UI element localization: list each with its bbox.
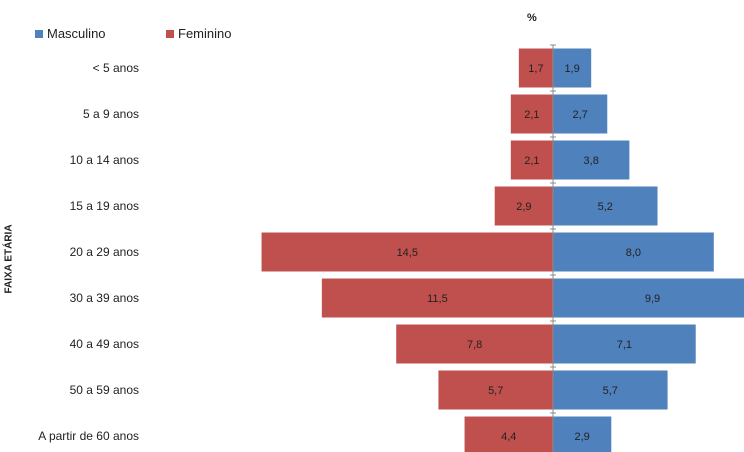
category-label: 30 a 39 anos — [70, 291, 139, 305]
data-label-masculino: 3,8 — [584, 155, 599, 167]
unit-label: % — [527, 12, 537, 24]
data-label-feminino: 2,1 — [524, 155, 539, 167]
bar-masculino — [553, 416, 612, 452]
bar-masculino — [553, 94, 608, 134]
data-label-masculino: 1,9 — [564, 63, 579, 75]
bar-feminino — [494, 186, 553, 226]
category-label: < 5 anos — [93, 61, 139, 75]
category-label: 15 a 19 anos — [70, 199, 139, 213]
bar-masculino — [553, 370, 668, 410]
category-label: 10 a 14 anos — [70, 153, 139, 167]
data-label-masculino: 2,9 — [574, 431, 589, 443]
bar-feminino — [464, 416, 553, 452]
data-label-masculino: 7,1 — [617, 339, 632, 351]
data-label-masculino: 5,7 — [603, 385, 618, 397]
category-label: 50 a 59 anos — [70, 383, 139, 397]
bar-feminino — [510, 140, 553, 180]
legend-swatch-feminino — [166, 29, 174, 38]
bar-masculino — [553, 140, 630, 180]
data-label-masculino: 9,9 — [645, 293, 660, 305]
category-label: 20 a 29 anos — [70, 245, 139, 259]
legend-label-feminino: Feminino — [178, 26, 232, 41]
data-label-feminino: 4,4 — [501, 431, 516, 443]
legend-swatch-masculino — [35, 29, 43, 38]
legend-item-masculino: Masculino — [35, 26, 106, 41]
bar-feminino — [396, 324, 553, 364]
data-label-feminino: 2,1 — [524, 109, 539, 121]
legend-label-masculino: Masculino — [47, 26, 106, 41]
data-label-feminino: 14,5 — [397, 247, 418, 259]
bar-feminino — [510, 94, 553, 134]
bar-feminino — [321, 278, 553, 318]
data-label-masculino: 8,0 — [626, 247, 641, 259]
data-label-masculino: 5,2 — [598, 201, 613, 213]
data-label-feminino: 1,7 — [528, 63, 543, 75]
data-label-feminino: 5,7 — [488, 385, 503, 397]
bar-feminino — [438, 370, 553, 410]
bar-feminino — [518, 48, 553, 88]
category-label: 5 a 9 anos — [83, 107, 139, 121]
bar-masculino — [553, 232, 714, 272]
category-label: 40 a 49 anos — [70, 337, 139, 351]
data-label-masculino: 2,7 — [572, 109, 587, 121]
bar-masculino — [553, 186, 658, 226]
category-label: A partir de 60 anos — [38, 429, 139, 443]
data-label-feminino: 11,5 — [427, 293, 448, 305]
bar-masculino — [553, 324, 696, 364]
data-label-feminino: 7,8 — [467, 339, 482, 351]
data-label-feminino: 2,9 — [516, 201, 531, 213]
legend-item-feminino: Feminino — [166, 26, 231, 41]
bar-masculino — [553, 48, 592, 88]
bar-feminino — [261, 232, 553, 272]
bar-masculino — [553, 278, 744, 318]
